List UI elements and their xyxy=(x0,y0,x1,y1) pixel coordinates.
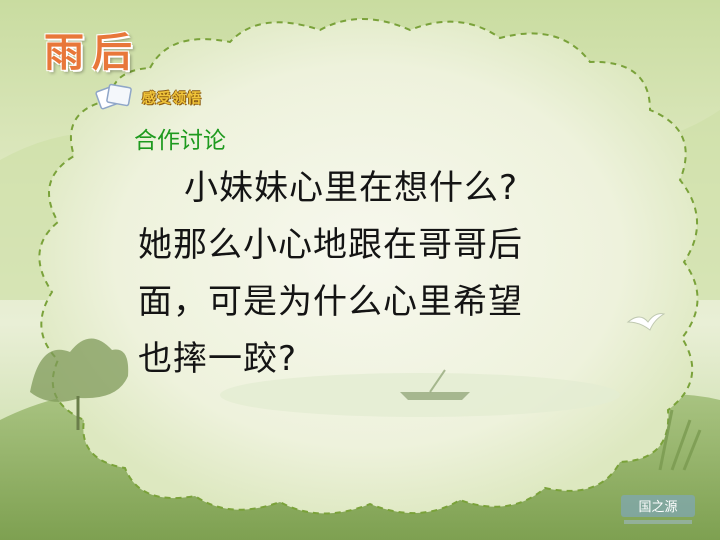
question-text: 小妹妹心里在想什么? 她那么小心地跟在哥哥后 面，可是为什么心里希望 也摔一跤? xyxy=(138,160,598,388)
bird xyxy=(626,313,666,331)
section-badge: 感受领悟 xyxy=(142,91,202,107)
slide-title: 雨后 xyxy=(44,30,140,76)
question-line: 也摔一跤? xyxy=(138,339,298,379)
watermark-logo: 国之源 xyxy=(621,495,695,524)
paper-scroll-icon xyxy=(95,83,132,110)
question-line: 她那么小心地跟在哥哥后 xyxy=(138,225,523,265)
svg-text:国之源: 国之源 xyxy=(638,500,677,515)
reeds xyxy=(658,409,702,471)
subheading: 合作讨论 xyxy=(134,128,226,154)
question-line: 小妹妹心里在想什么? xyxy=(184,168,519,208)
question-line: 面，可是为什么心里希望 xyxy=(138,282,523,322)
tree xyxy=(30,338,129,402)
boat xyxy=(400,392,470,400)
